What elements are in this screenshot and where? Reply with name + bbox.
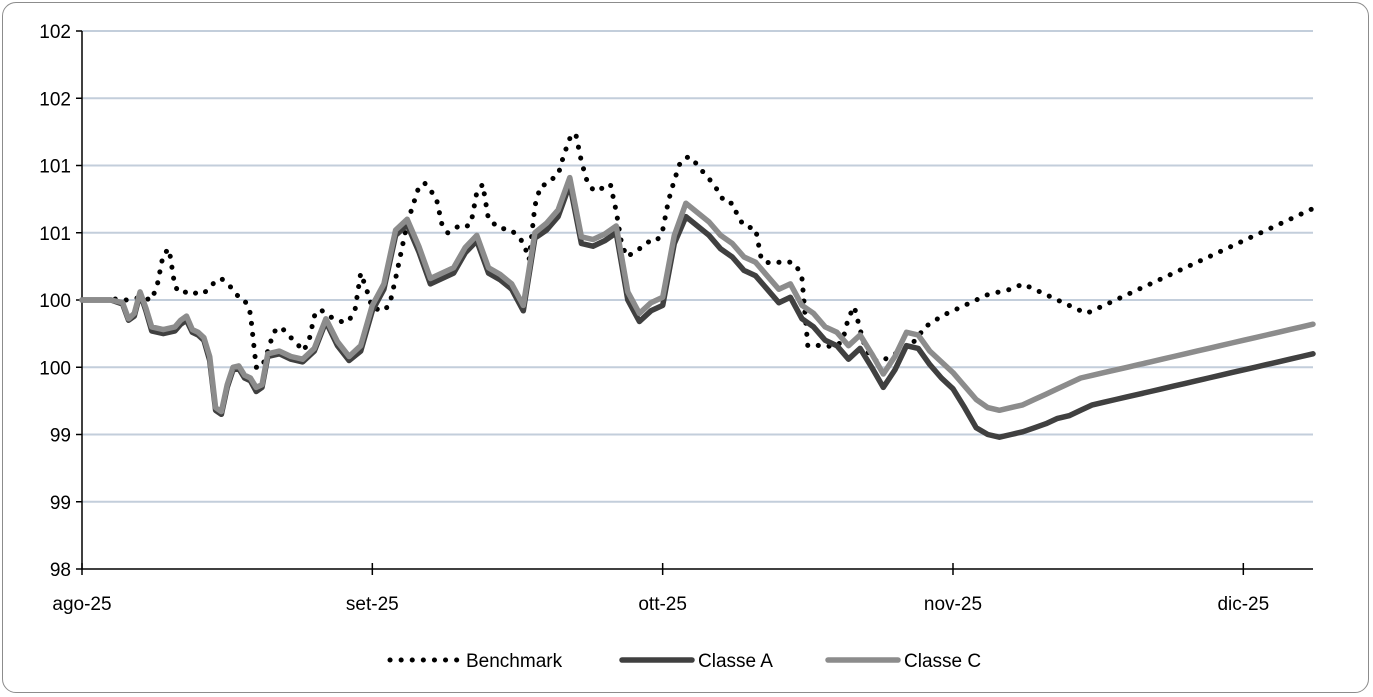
- y-tick-label: 100: [39, 291, 71, 312]
- x-tick-label: ott-25: [638, 594, 687, 615]
- x-tick-label: dic-25: [1217, 594, 1269, 615]
- y-tick-label: 102: [39, 89, 71, 110]
- gridlines: [76, 30, 1313, 570]
- y-tick-label: 100: [39, 358, 71, 379]
- x-tick-label: nov-25: [924, 594, 982, 615]
- series-lines: [79, 130, 1316, 440]
- series-line-classe-a: [79, 181, 1316, 440]
- legend-label: Classe C: [904, 651, 981, 672]
- series-line-benchmark: [79, 130, 1316, 370]
- x-tick-label: ago-25: [52, 594, 111, 615]
- y-tick-labels: 98 99 99 100 100 101 101 102 102: [39, 22, 71, 581]
- legend-label: Benchmark: [466, 651, 563, 672]
- y-tick-label: 102: [39, 22, 71, 43]
- legend-label: Classe A: [698, 651, 773, 672]
- y-tick-label: 101: [39, 224, 71, 245]
- x-tick-labels: ago-25 set-25 ott-25 nov-25 dic-25: [52, 594, 1269, 615]
- y-tick-label: 98: [50, 560, 71, 581]
- series-line-classe-c: [79, 174, 1316, 415]
- legend: Benchmark Classe A Classe C: [387, 651, 981, 672]
- x-tick-label: set-25: [346, 594, 399, 615]
- y-tick-label: 101: [39, 157, 71, 178]
- y-tick-label: 99: [50, 493, 71, 514]
- y-tick-label: 99: [50, 426, 71, 447]
- axes: [81, 31, 1313, 575]
